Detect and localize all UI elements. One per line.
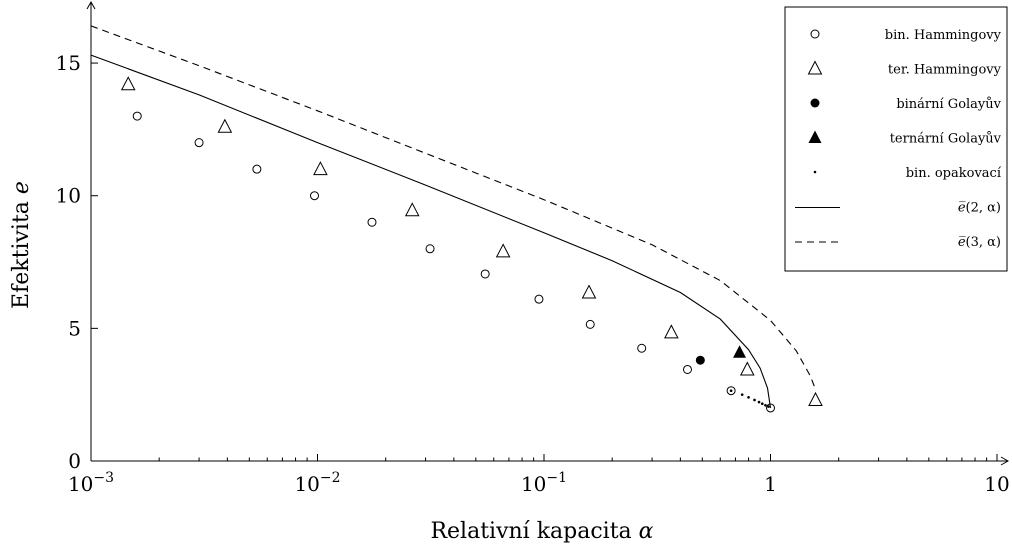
- legend: bin. Hammingovy ter. Hammingovy binární Go…: [784, 6, 1008, 272]
- y-axis-title-text: Efektivita: [9, 201, 34, 309]
- legend-marker-filled-triangle: [808, 130, 822, 143]
- data-point-dot: [747, 396, 750, 399]
- y-tick-label: 15: [56, 51, 81, 75]
- data-point-dot: [740, 393, 744, 396]
- data-point-open-triangle: [313, 161, 328, 176]
- legend-marker-open-triangle: [807, 60, 823, 75]
- x-tick-label-base: 10: [521, 472, 546, 496]
- data-point-dot: [767, 405, 770, 408]
- markers: [120, 76, 823, 413]
- legend-label: ter. Hammingovy: [888, 63, 1002, 78]
- x-tick-label-base: 10: [294, 472, 319, 496]
- data-point-open-circle: [252, 164, 262, 174]
- x-tick-label-exponent: −1: [546, 470, 567, 486]
- y-tick-label: 10: [56, 184, 81, 208]
- legend-label: bin. Hammingovy: [885, 28, 1002, 43]
- legend-marker-open-circle: [810, 29, 820, 39]
- data-point-open-circle: [310, 191, 320, 201]
- legend-label: binární Golayův: [896, 96, 1001, 112]
- data-point-dot: [757, 400, 761, 404]
- y-tick-label: 5: [68, 316, 81, 340]
- x-tick-label: 1: [764, 472, 777, 496]
- x-tick-label: 10: [984, 472, 1009, 496]
- data-point-open-triangle: [808, 391, 823, 406]
- data-point-open-circle: [682, 364, 692, 374]
- data-point-dot: [753, 398, 756, 402]
- curves: [90, 25, 817, 408]
- x-axis-arrow: [1000, 456, 1010, 466]
- legend-box: [784, 6, 1008, 272]
- x-tick-label: 10−3: [68, 470, 114, 496]
- data-point-open-triangle: [739, 361, 755, 376]
- data-point-open-circle: [480, 269, 490, 279]
- y-axis-title-symbol: e: [9, 181, 34, 194]
- x-tick-label-exponent: −3: [93, 470, 114, 486]
- data-point-open-circle: [194, 138, 204, 148]
- data-point-open-triangle: [581, 284, 597, 299]
- x-axis-title-text: Relativní kapacita: [430, 519, 631, 544]
- data-point-open-triangle: [664, 324, 679, 339]
- legend-label: e̅(2, α): [958, 201, 1001, 216]
- data-point-open-circle: [132, 111, 142, 121]
- legend-marker-filled-circle: [810, 98, 820, 108]
- x-tick-label-base: 1: [764, 472, 777, 496]
- data-point-open-triangle: [495, 243, 511, 258]
- legend-label: bin. opakovací: [906, 166, 1002, 181]
- legend-label: ternární Golayův: [890, 131, 1002, 147]
- legend-marker-dot: [813, 170, 817, 174]
- x-tick-label: 10−2: [294, 470, 340, 496]
- data-point-open-circle: [534, 294, 544, 304]
- x-axis-title: Relativní kapacita α: [430, 519, 653, 544]
- x-tick-label: 10−1: [521, 470, 567, 496]
- x-tick-label-base: 10: [68, 472, 93, 496]
- data-point-open-circle: [637, 343, 647, 353]
- y-axis-title: Efektivita e: [9, 181, 34, 309]
- y-axis-arrow: [86, 0, 96, 10]
- legend-label-symbol: e̅: [958, 235, 966, 250]
- curve-e3-line: [90, 25, 817, 390]
- data-point-open-triangle: [217, 118, 233, 133]
- data-point-dot: [764, 403, 767, 407]
- x-tick-label-base: 10: [984, 472, 1009, 496]
- legend-label: e̅(3, α): [958, 235, 1001, 250]
- data-point-dot: [729, 389, 733, 392]
- y-tick-label: 0: [68, 449, 81, 473]
- data-point-open-circle: [425, 244, 435, 254]
- legend-label-args: (3, α): [966, 235, 1001, 250]
- data-point-open-triangle: [404, 202, 420, 217]
- data-point-open-circle: [367, 217, 377, 227]
- data-point-filled-circle: [695, 355, 705, 365]
- x-tick-label-exponent: −2: [320, 470, 341, 486]
- data-point-dot: [760, 402, 764, 405]
- data-point-open-circle: [585, 319, 595, 329]
- data-point-filled-triangle: [733, 345, 747, 358]
- legend-label-symbol: e̅: [958, 201, 966, 216]
- curve-e2-line: [90, 54, 772, 408]
- data-point-open-triangle: [120, 76, 136, 91]
- data-point-open-circle: [766, 403, 775, 413]
- x-axis-title-symbol: α: [639, 519, 654, 544]
- data-point-open-circle: [726, 386, 736, 396]
- legend-label-args: (2, α): [966, 201, 1001, 216]
